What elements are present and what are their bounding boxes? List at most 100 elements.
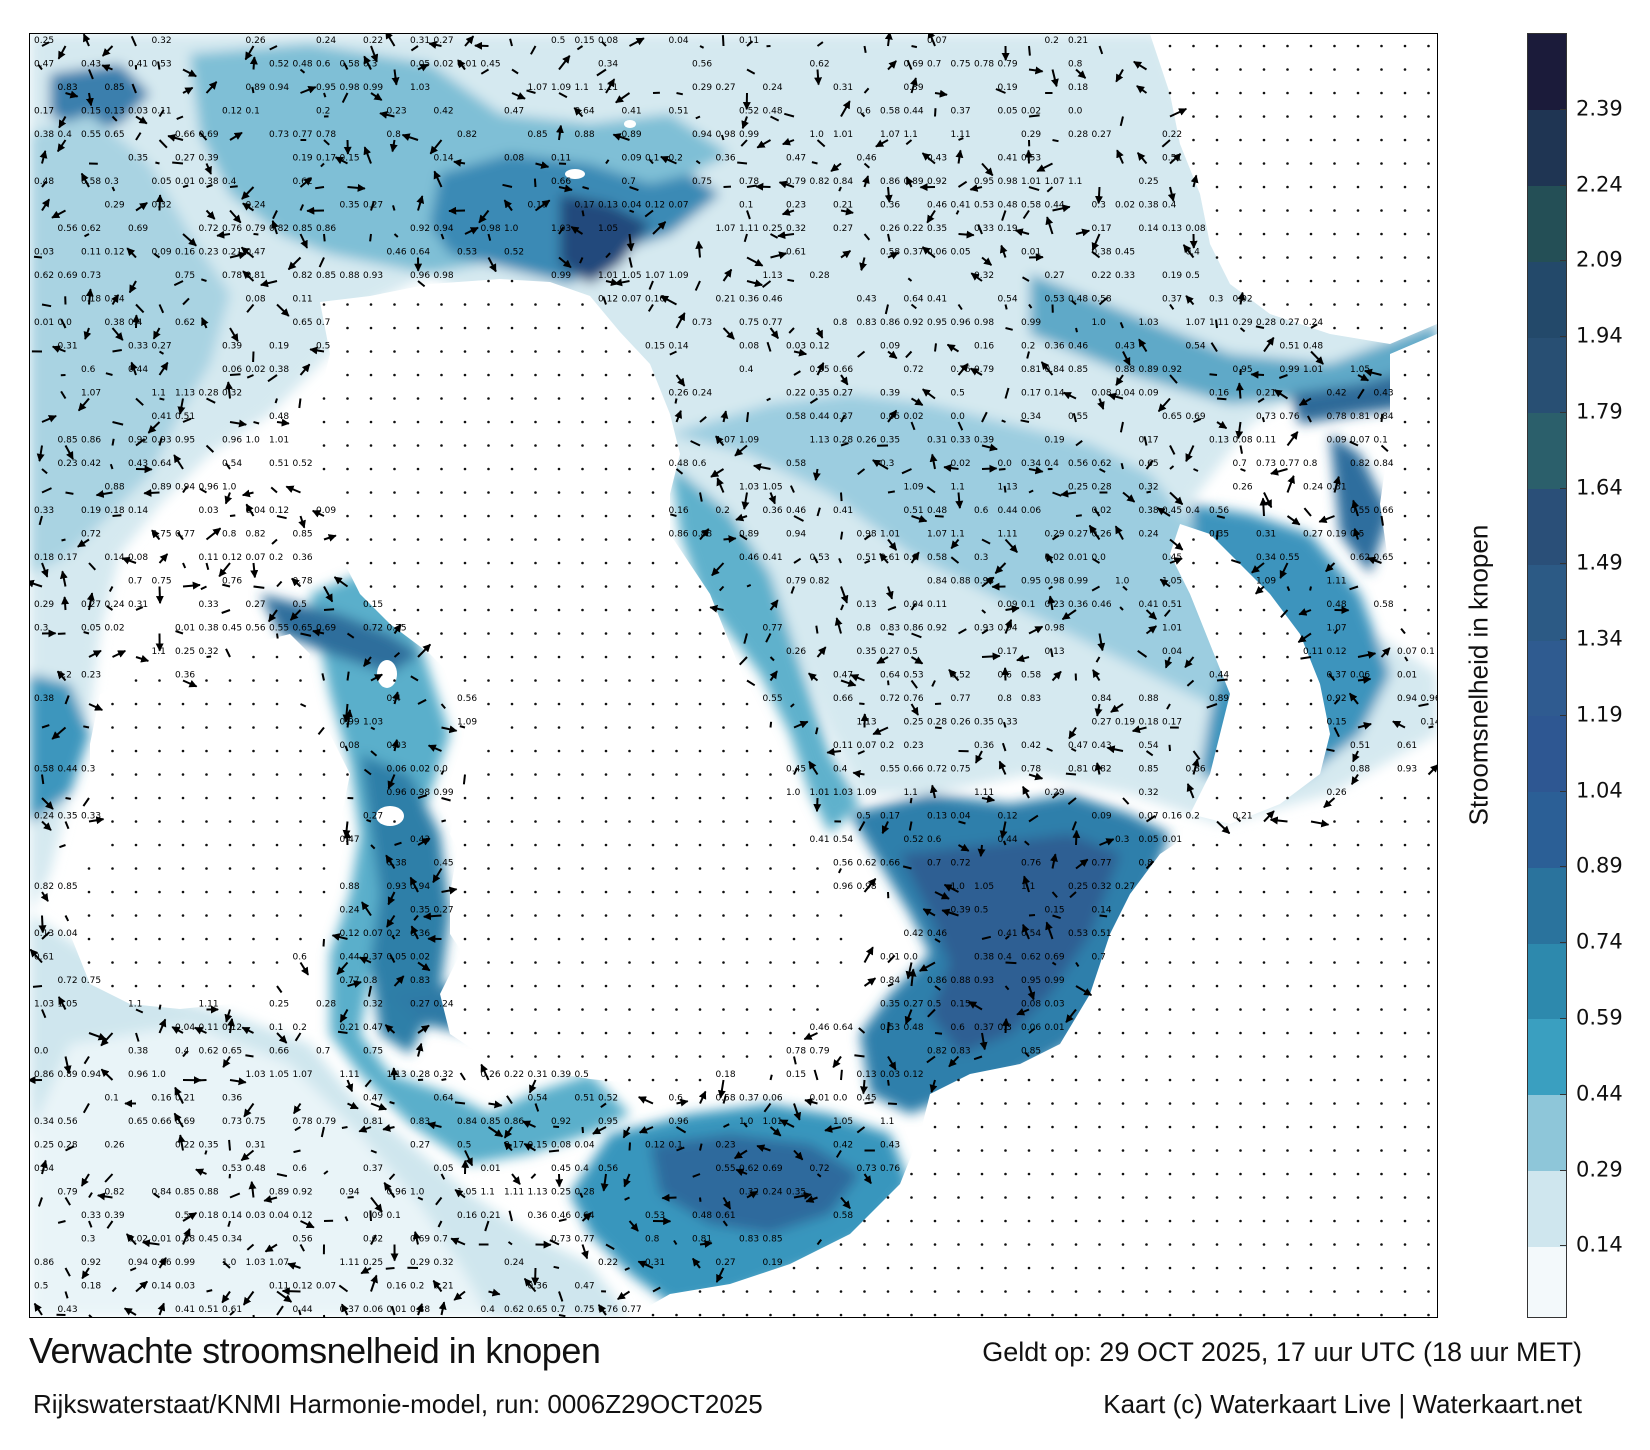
speed-label: 0.01 — [481, 1164, 501, 1174]
speed-label: 0.38 — [175, 1235, 195, 1245]
map-subtitle: Rijkswaterstaat/KNMI Harmonie-model, run… — [33, 1389, 763, 1419]
speed-label: 1.03 — [363, 718, 383, 728]
current-arrow — [1005, 605, 1020, 614]
grid-dot — [1074, 1313, 1078, 1317]
current-speed-map[interactable]: 0.25 0.32 0.26 0.24 0.22 0.31 0.27 0.5 0.15 0.08 0… — [29, 33, 1438, 1318]
current-arrow — [318, 257, 325, 268]
speed-label: 0.39 — [551, 1070, 571, 1080]
current-arrow — [887, 954, 896, 964]
grid-dot — [1121, 1290, 1125, 1293]
current-arrow — [675, 312, 686, 329]
speed-label: 0.53 — [904, 671, 924, 681]
current-arrow — [1190, 174, 1199, 188]
speed-label: 0.24 — [340, 906, 360, 916]
speed-label: 0.38 — [199, 177, 219, 187]
grid-dot — [745, 749, 749, 753]
current-arrow — [958, 628, 967, 635]
current-arrow — [1001, 210, 1007, 221]
current-arrow — [1131, 725, 1147, 734]
current-arrow — [64, 915, 70, 922]
grid-dot — [1286, 914, 1289, 917]
speed-label: 0.65 — [222, 1047, 242, 1057]
grid-dot — [604, 726, 608, 729]
current-arrow — [417, 837, 431, 846]
grid-dot — [299, 843, 302, 847]
current-arrow — [271, 220, 279, 235]
current-arrow — [974, 750, 983, 764]
grid-dot — [557, 961, 561, 964]
grid-dot — [581, 373, 584, 377]
grid-dot — [1074, 1031, 1078, 1035]
current-arrow — [838, 558, 842, 564]
grid-dot — [111, 820, 114, 823]
grid-dot — [1262, 1219, 1266, 1223]
current-arrow — [1428, 725, 1434, 729]
grid-dot — [1356, 185, 1360, 189]
grid-dot — [933, 1266, 937, 1270]
colorbar-band — [1528, 109, 1566, 187]
grid-dot — [134, 726, 138, 729]
speed-label: 0.48 — [1068, 295, 1088, 305]
colorbar-tick-mark — [1560, 184, 1566, 186]
current-arrow — [363, 146, 372, 164]
current-arrow — [815, 327, 824, 339]
grid-dot — [440, 561, 443, 565]
grid-dot — [158, 796, 161, 800]
current-arrow — [135, 303, 145, 314]
grid-dot — [1192, 1031, 1195, 1035]
current-arrow — [270, 486, 278, 494]
grid-dot — [1262, 655, 1266, 659]
grid-dot — [346, 326, 349, 330]
speed-label: 0.76 — [904, 694, 924, 704]
speed-label: 0.95 — [598, 1117, 618, 1127]
grid-dot — [1356, 68, 1360, 71]
speed-label: 0.1 — [269, 1023, 283, 1033]
current-arrow — [441, 819, 447, 823]
grid-dot — [228, 867, 232, 870]
grid-dot — [628, 984, 631, 988]
grid-dot — [1356, 1172, 1360, 1176]
grid-dot — [111, 984, 114, 988]
grid-dot — [581, 773, 584, 776]
current-arrow — [790, 586, 795, 594]
speed-label: 0.51 — [1162, 154, 1182, 164]
speed-label: 0.53 — [222, 1164, 242, 1174]
grid-dot — [534, 1008, 537, 1011]
speed-label: 0.75 — [951, 765, 971, 775]
grid-dot — [1380, 256, 1383, 259]
grid-dot — [769, 1008, 772, 1011]
current-arrow — [692, 1257, 701, 1269]
current-arrow — [998, 760, 1007, 775]
speed-label: 0.86 — [880, 318, 900, 328]
grid-dot — [863, 1243, 866, 1246]
grid-dot — [1427, 1172, 1430, 1176]
speed-label: 0.36 — [410, 929, 430, 939]
speed-label: 1.0 — [222, 1258, 237, 1268]
grid-dot — [698, 914, 702, 917]
current-arrow — [135, 1008, 144, 1014]
speed-label: 0.69 — [199, 130, 219, 140]
grid-dot — [463, 467, 467, 471]
colorbar-tick-mark — [1560, 108, 1566, 110]
grid-dot — [1168, 1243, 1172, 1246]
current-arrow — [1164, 656, 1173, 669]
grid-dot — [675, 1078, 678, 1082]
speed-label: 0.38 — [34, 130, 54, 140]
speed-label: 1.13 — [857, 718, 877, 728]
speed-label: 0.8 — [363, 976, 378, 986]
current-arrow — [887, 680, 890, 686]
current-arrow — [200, 585, 207, 591]
grid-dot — [1286, 867, 1289, 870]
grid-dot — [1239, 256, 1242, 259]
speed-label: 0.93 — [1397, 765, 1417, 775]
grid-dot — [1427, 1219, 1430, 1223]
grid-dot — [299, 796, 302, 800]
current-arrow — [141, 1239, 160, 1248]
speed-label: 0.08 — [598, 36, 618, 46]
current-arrow — [1092, 669, 1101, 682]
speed-label: 0.96 — [152, 1258, 172, 1268]
grid-dot — [1403, 1290, 1407, 1293]
grid-dot — [769, 773, 772, 776]
current-arrow — [852, 769, 865, 778]
grid-dot — [1145, 1313, 1148, 1317]
